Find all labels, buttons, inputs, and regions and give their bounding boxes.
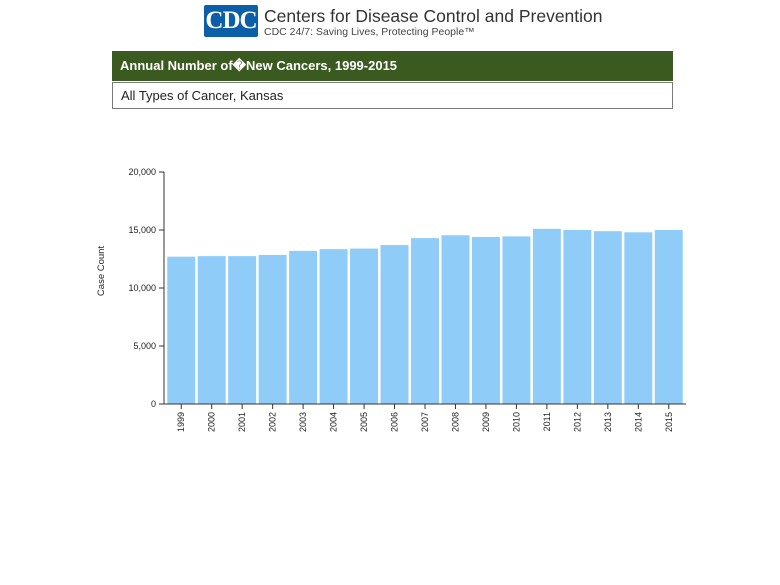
x-tick-label-2006: 2006: [390, 412, 400, 432]
report-title: Annual Number of�New Cancers, 1999-2015: [112, 51, 673, 81]
bars-group: [167, 228, 683, 404]
x-tick-label-2014: 2014: [633, 412, 643, 432]
cdc-logo[interactable]: CDC: [204, 5, 258, 37]
bar-2005[interactable]: [350, 248, 379, 404]
bar-1999[interactable]: [167, 256, 196, 404]
org-name: Centers for Disease Control and Preventi…: [264, 6, 603, 26]
x-tick-label-2002: 2002: [268, 412, 278, 432]
report-subtitle: All Types of Cancer, Kansas: [112, 82, 673, 109]
y-axis: 0 5,000 10,000 15,000 20,000: [128, 167, 165, 409]
bar-2010[interactable]: [502, 236, 531, 404]
x-axis: 1999 2000 2001 2002 2003 2004 2005 2006 2007 2008…: [164, 403, 686, 432]
bar-2013[interactable]: [593, 231, 622, 404]
bar-2014[interactable]: [624, 232, 653, 404]
bar-2011[interactable]: [532, 228, 561, 404]
bar-2004[interactable]: [319, 249, 348, 404]
bar-2007[interactable]: [411, 238, 439, 404]
bar-2006[interactable]: [380, 245, 409, 404]
tagline: CDC 24/7: Saving Lives, Protecting Peopl…: [264, 26, 475, 38]
x-tick-label-1999: 1999: [176, 412, 186, 432]
bar-2001[interactable]: [228, 256, 257, 404]
x-tick-label-2012: 2012: [572, 412, 582, 432]
y-tick-label: 15,000: [128, 225, 156, 235]
y-tick-label: 20,000: [128, 167, 156, 177]
y-tick-label: 5,000: [133, 341, 156, 351]
bar-2002[interactable]: [258, 254, 287, 404]
x-tick-label-2011: 2011: [542, 412, 552, 431]
y-tick-label: 0: [151, 399, 156, 409]
y-tick-label: 10,000: [128, 283, 156, 293]
x-tick-label-2004: 2004: [329, 412, 339, 432]
x-tick-label-2008: 2008: [450, 412, 460, 432]
bar-2015[interactable]: [654, 230, 683, 404]
x-tick-label-2005: 2005: [359, 412, 369, 432]
bar-2008[interactable]: [441, 235, 470, 404]
bar-2012[interactable]: [563, 230, 592, 404]
x-tick-label-2009: 2009: [481, 412, 491, 432]
bar-2009[interactable]: [471, 236, 500, 404]
x-tick-label-2007: 2007: [420, 412, 430, 432]
x-tick-label-2000: 2000: [207, 412, 217, 432]
x-tick-label-2001: 2001: [237, 412, 247, 432]
x-tick-label-2003: 2003: [298, 412, 308, 432]
cdc-header: CDC Centers for Disease Control and Prev…: [204, 4, 604, 40]
bar-2000[interactable]: [197, 256, 226, 404]
x-tick-label-2010: 2010: [511, 412, 521, 432]
bar-2003[interactable]: [289, 250, 318, 404]
x-tick-label-2015: 2015: [664, 412, 674, 432]
y-axis-title: Case Count: [96, 246, 107, 297]
x-tick-label-2013: 2013: [603, 412, 613, 432]
